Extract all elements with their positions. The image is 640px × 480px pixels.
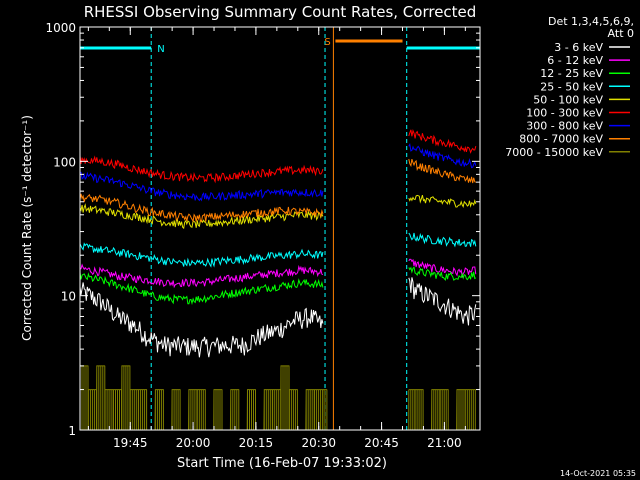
- y-axis: 1 10 100 1000: [45, 21, 480, 438]
- series-line-6-seg1: [80, 171, 324, 202]
- x-tick-label-0: 19:45: [113, 436, 148, 450]
- x-axis: 19:45 20:00 20:15 20:30 20:45 21:00: [87, 27, 466, 450]
- y-tick-label-1: 10: [61, 290, 76, 304]
- x-axis-label: Start Time (16-Feb-07 19:33:02): [177, 456, 387, 471]
- legend-label-3: 25 - 50 keV: [540, 80, 603, 93]
- series-line-5-seg2: [408, 129, 477, 154]
- saa-label: S: [324, 37, 330, 48]
- series-line-3-seg1: [79, 242, 324, 268]
- series-line-2-seg1: [79, 272, 324, 306]
- series-line-3-seg2: [408, 232, 477, 248]
- legend-label-4: 50 - 100 keV: [533, 93, 603, 106]
- legend-label-5: 100 - 300 keV: [526, 107, 603, 120]
- x-tick-label-5: 21:00: [427, 436, 462, 450]
- series-line-6-seg2: [408, 143, 477, 169]
- x-tick-label-4: 20:45: [364, 436, 399, 450]
- legend-label-6: 300 - 800 keV: [526, 120, 603, 133]
- legend-label-1: 6 - 12 keV: [547, 54, 603, 67]
- chart-title: RHESSI Observing Summary Count Rates, Co…: [84, 3, 477, 21]
- legend-header-line-1: Det 1,3,4,5,6,9,: [548, 15, 634, 28]
- y-tick-label-3: 1000: [45, 21, 76, 35]
- y-tick-label-2: 100: [53, 155, 76, 169]
- series-line-2-seg2: [408, 266, 477, 281]
- night-label: N: [157, 44, 164, 55]
- x-tick-label-3: 20:30: [301, 436, 336, 450]
- y-tick-label-0: 1: [68, 424, 76, 438]
- footer-timestamp: 14-Oct-2021 05:35: [560, 469, 636, 478]
- legend-label-2: 12 - 25 keV: [540, 67, 603, 80]
- series-line-7-seg1: [79, 193, 324, 223]
- legend-label-0: 3 - 6 keV: [554, 41, 603, 54]
- series-line-1-seg1: [79, 263, 324, 289]
- series-line-0-seg1: [79, 282, 324, 358]
- legend-label-8: 7000 - 15000 keV: [505, 146, 603, 159]
- series-line-5-seg1: [79, 155, 324, 184]
- series-line-4-seg2: [408, 194, 477, 208]
- y-axis-label: Corrected Count Rate (s⁻¹ detector⁻¹): [20, 115, 34, 341]
- plot-frame: [79, 26, 481, 431]
- series-line-7-seg2: [408, 158, 477, 184]
- legend-header-line-2: Att 0: [608, 27, 634, 40]
- series-line-0-seg2: [408, 277, 477, 326]
- series-line-1-seg2: [408, 258, 477, 279]
- legend-label-7: 800 - 7000 keV: [519, 133, 603, 146]
- x-tick-label-2: 20:15: [239, 436, 274, 450]
- x-tick-label-1: 20:00: [176, 436, 211, 450]
